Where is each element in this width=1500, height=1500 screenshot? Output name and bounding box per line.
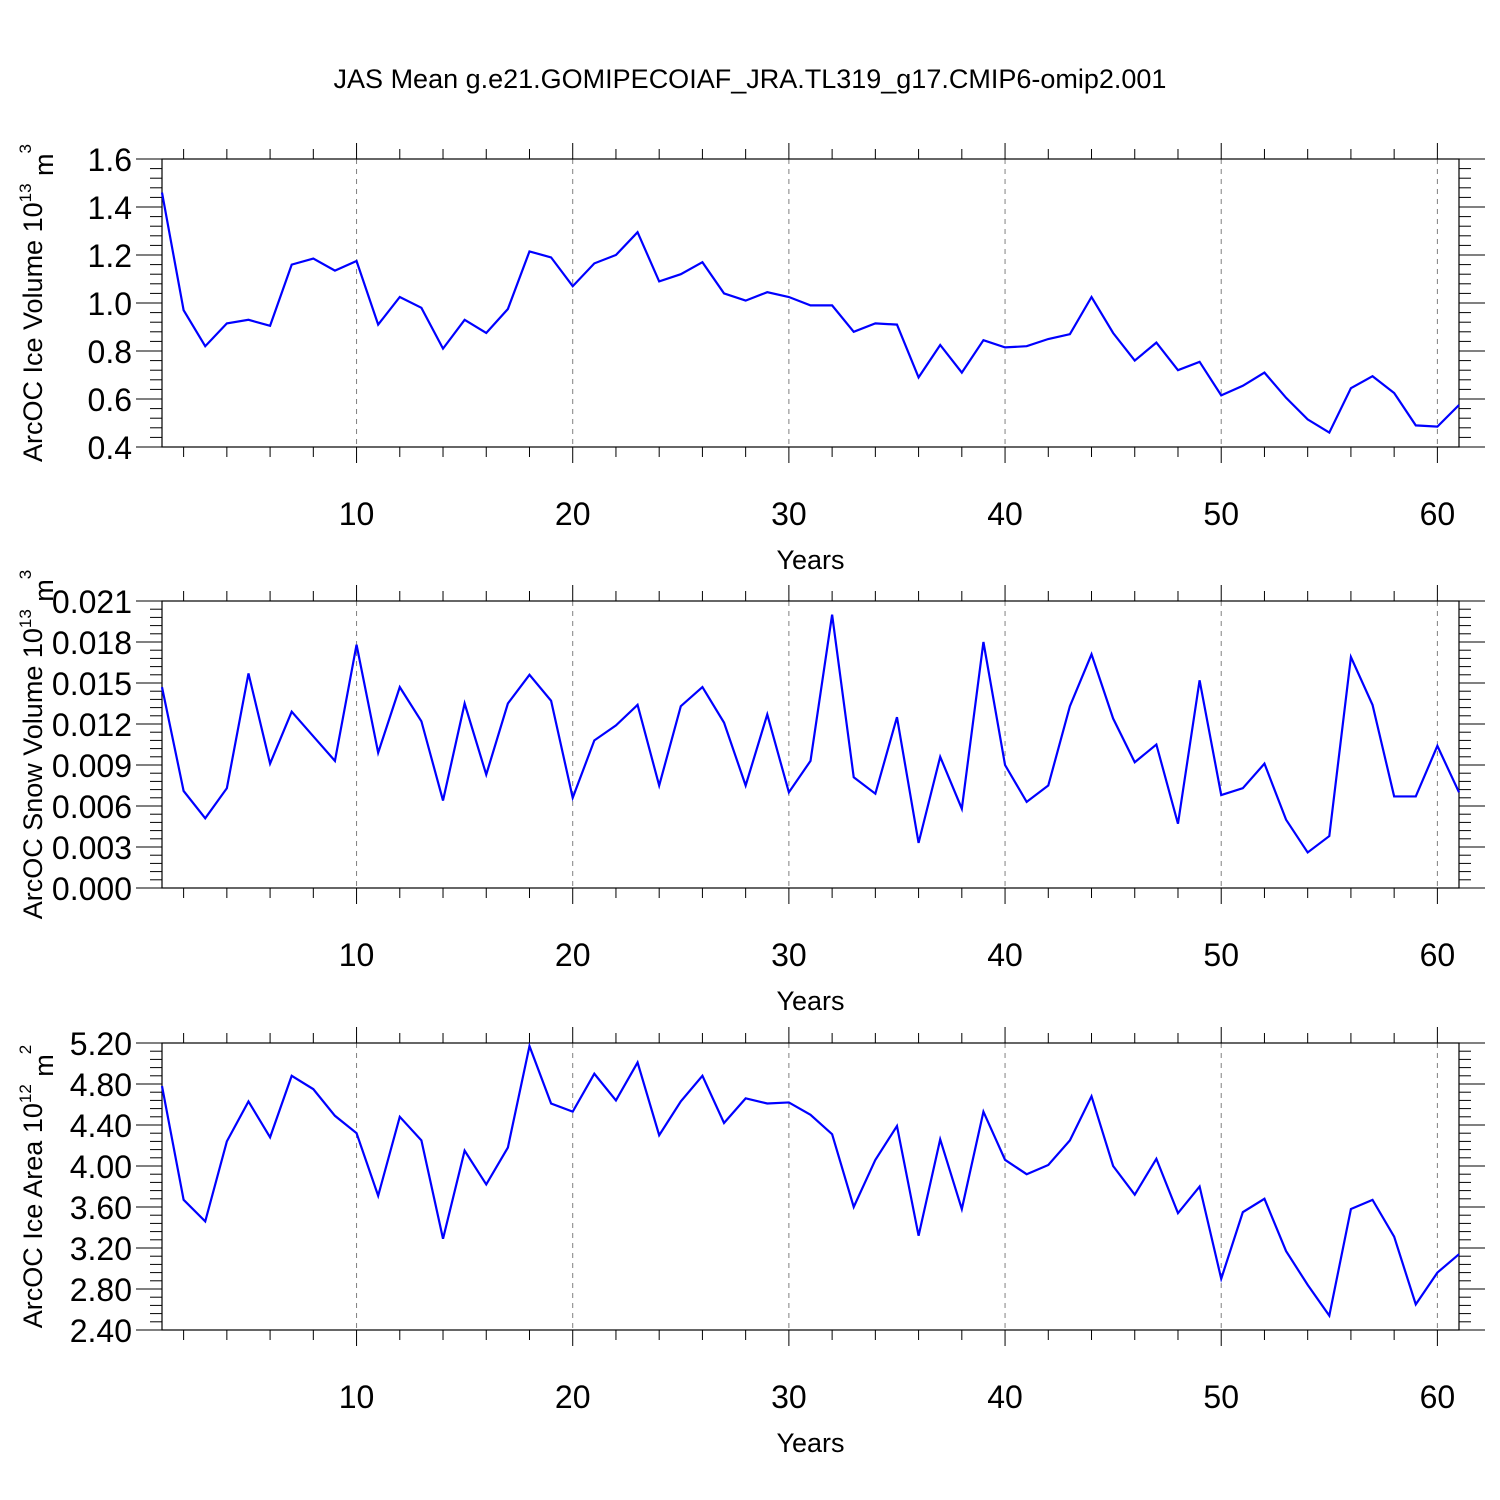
y-tick-label: 0.012: [52, 707, 132, 743]
x-tick-label: 20: [555, 937, 591, 973]
y-tick-label: 2.40: [70, 1313, 132, 1349]
x-tick-label: 50: [1203, 1379, 1239, 1415]
y-tick-label: 1.4: [88, 190, 132, 226]
y-axis-label: ArcOC Ice Area 1012 m2: [16, 1045, 59, 1329]
panel-3: 10 20 30 40 50 60 2.40 2.80 3.20 3.60 4.00 4.40 4.80…: [16, 1026, 1485, 1458]
y-tick-label: 0.009: [52, 748, 132, 784]
y-axis-label: ArcOC Snow Volume 1013 m3: [16, 570, 59, 920]
x-axis-label: Years: [776, 986, 844, 1016]
y-tick-label: 0.018: [52, 625, 132, 661]
y-tick-label: 1.6: [88, 142, 132, 178]
x-tick-label: 60: [1420, 496, 1456, 532]
y-tick-label: 3.60: [70, 1190, 132, 1226]
x-tick-label: 10: [339, 1379, 375, 1415]
y-tick-label: 0.8: [88, 334, 132, 370]
x-axis-label: Years: [776, 545, 844, 575]
series-line: [160, 1042, 1460, 1319]
y-tick-label: 0.021: [52, 584, 132, 620]
plot-frame: [161, 158, 1460, 448]
y-tick-label: 1.2: [88, 238, 132, 274]
panel-1: 10 20 30 40 50 60 0.4 0.6 0.8 1.0 1.2 1.4 1.6 Years Ar…: [16, 142, 1485, 575]
plot-frame: [161, 1042, 1460, 1331]
y-tick-label: 0.6: [88, 382, 132, 418]
figure-title: JAS Mean g.e21.GOMIPECOIAF_JRA.TL319_g17…: [333, 64, 1167, 94]
x-tick-label: 60: [1420, 1379, 1456, 1415]
panel-2: 10 20 30 40 50 60 0.000 0.003 0.006 0.009 0.012 0.0…: [16, 570, 1485, 1016]
y-tick-label: 0.003: [52, 830, 132, 866]
x-tick-label: 30: [771, 1379, 807, 1415]
x-tick-label: 40: [987, 937, 1023, 973]
y-tick-label: 0.000: [52, 871, 132, 907]
y-tick-label: 0.015: [52, 666, 132, 702]
y-tick-label: 5.20: [70, 1026, 132, 1062]
x-tick-label: 10: [339, 496, 375, 532]
y-tick-label: 0.006: [52, 789, 132, 825]
series-line: [160, 614, 1460, 855]
x-tick-label: 30: [771, 496, 807, 532]
x-tick-label: 20: [555, 1379, 591, 1415]
x-tick-label: 40: [987, 1379, 1023, 1415]
y-tick-label: 3.20: [70, 1231, 132, 1267]
x-tick-label: 30: [771, 937, 807, 973]
y-tick-label: 2.80: [70, 1272, 132, 1308]
x-tick-label: 60: [1420, 937, 1456, 973]
y-tick-label: 1.0: [88, 286, 132, 322]
y-tick-label: 4.00: [70, 1149, 132, 1185]
x-tick-label: 50: [1203, 937, 1239, 973]
plot-frame: [161, 600, 1460, 889]
x-axis-label: Years: [776, 1428, 844, 1458]
x-tick-label: 20: [555, 496, 591, 532]
y-tick-label: 4.40: [70, 1108, 132, 1144]
y-tick-label: 4.80: [70, 1067, 132, 1103]
x-tick-label: 10: [339, 937, 375, 973]
series-line: [160, 192, 1460, 435]
y-tick-label: 0.4: [88, 430, 132, 466]
x-tick-label: 40: [987, 496, 1023, 532]
y-axis-label: ArcOC Ice Volume 1013 m3: [16, 144, 59, 462]
x-tick-label: 50: [1203, 496, 1239, 532]
